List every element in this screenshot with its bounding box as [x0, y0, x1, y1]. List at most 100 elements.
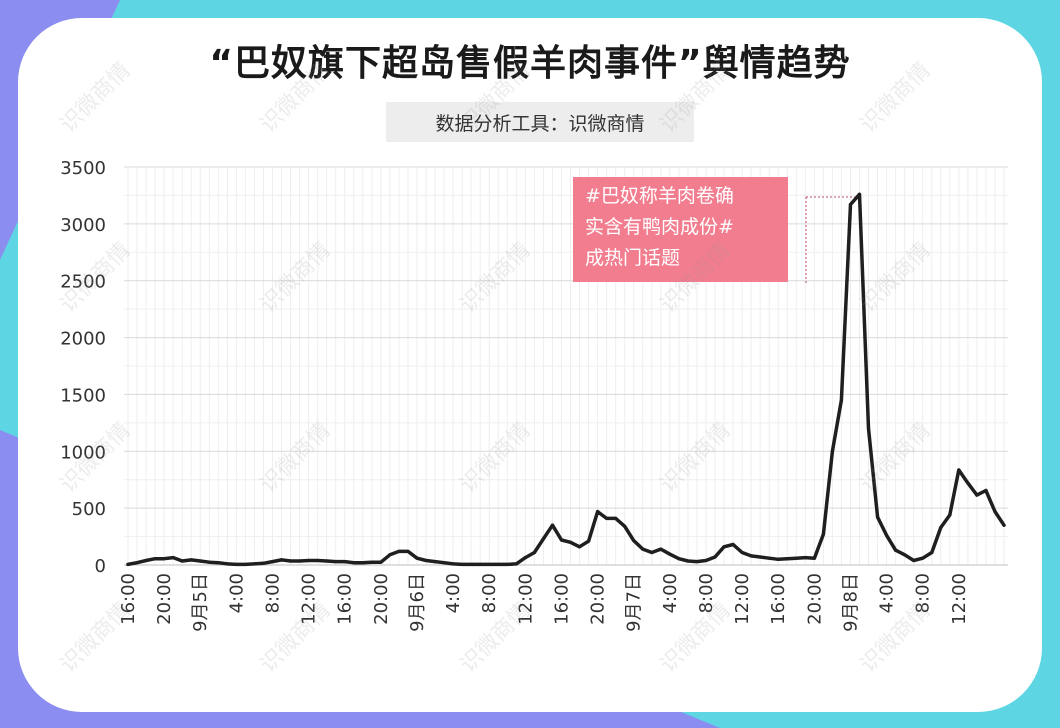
data-point	[261, 561, 266, 565]
x-tick-label: 9月5日	[190, 573, 211, 632]
data-point	[921, 556, 925, 560]
data-point	[586, 539, 591, 543]
data-point	[171, 556, 175, 560]
data-point	[948, 513, 952, 517]
data-point	[126, 562, 130, 567]
data-point	[830, 449, 835, 453]
y-tick-label: 2500	[60, 272, 106, 293]
series-line	[126, 192, 1006, 567]
y-tick-label: 2000	[60, 329, 106, 350]
chart-subtitle: 数据分析工具：识微商情	[435, 113, 645, 135]
x-tick-label: 16:00	[335, 573, 356, 625]
data-point	[848, 202, 853, 207]
x-tick-label: 8:00	[696, 573, 717, 613]
data-point	[352, 561, 356, 565]
x-tick-label: 12:00	[949, 573, 970, 625]
x-tick-label: 9月8日	[840, 573, 861, 632]
data-point	[307, 558, 311, 563]
data-point	[596, 509, 600, 514]
data-point	[722, 545, 726, 549]
x-tick-label: 16:00	[768, 573, 789, 625]
data-point	[379, 560, 383, 564]
y-tick-label: 3000	[60, 215, 106, 236]
data-point	[297, 559, 302, 563]
data-point	[216, 561, 220, 565]
data-point	[812, 556, 816, 560]
data-point	[478, 562, 482, 567]
y-tick-label: 500	[72, 499, 106, 520]
data-point	[857, 192, 862, 196]
data-point	[406, 549, 410, 553]
data-point	[144, 558, 148, 563]
data-point	[415, 556, 419, 560]
data-point	[821, 532, 825, 536]
y-axis: 0 500 1000 1500 2000 2500 3000 3500	[60, 158, 106, 577]
data-point	[316, 558, 320, 563]
data-point	[153, 557, 157, 561]
data-point	[776, 557, 780, 561]
y-tick-label: 1000	[60, 442, 106, 463]
data-point	[803, 556, 807, 560]
x-tick-label: 20:00	[588, 573, 609, 625]
x-tick-label: 20:00	[371, 573, 392, 625]
data-point	[388, 553, 392, 557]
data-point	[794, 556, 798, 560]
data-point	[135, 561, 139, 565]
data-point	[162, 557, 166, 561]
data-point	[225, 562, 229, 566]
data-point	[325, 559, 329, 563]
data-point	[767, 556, 771, 560]
data-point	[559, 538, 564, 542]
data-point	[659, 547, 663, 551]
data-point	[442, 561, 446, 565]
data-point	[677, 557, 681, 561]
x-tick-label: 8:00	[479, 573, 500, 613]
data-point	[514, 562, 518, 566]
x-tick-label: 12:00	[732, 573, 753, 625]
data-point	[397, 549, 401, 553]
data-point	[866, 426, 871, 431]
y-tick-label: 0	[95, 556, 106, 577]
data-point	[704, 558, 708, 563]
data-point	[460, 562, 464, 567]
data-point	[993, 509, 997, 514]
data-point	[496, 562, 500, 567]
data-point	[957, 468, 961, 472]
data-point	[650, 550, 654, 555]
data-point	[252, 562, 257, 566]
data-point	[189, 558, 193, 562]
data-point	[605, 516, 609, 520]
data-point	[839, 398, 844, 402]
data-point	[469, 562, 473, 567]
x-tick-label: 9月7日	[624, 573, 645, 632]
data-point	[912, 558, 916, 563]
x-tick-label: 16:00	[118, 573, 139, 625]
data-point	[370, 560, 374, 564]
data-point	[541, 537, 546, 541]
x-tick-label: 9月6日	[407, 573, 428, 632]
data-point	[632, 538, 636, 543]
annotation-box	[573, 177, 788, 282]
data-point	[532, 550, 536, 555]
x-tick-label: 20:00	[804, 573, 825, 625]
series	[126, 192, 1006, 567]
y-tick-label: 1500	[60, 385, 106, 406]
data-point	[740, 550, 744, 555]
data-point	[288, 559, 293, 563]
data-point	[270, 559, 275, 564]
x-tick-label: 12:00	[299, 573, 320, 625]
x-tick-label: 4:00	[226, 573, 247, 613]
x-tick-label: 8:00	[262, 573, 283, 613]
data-point	[695, 559, 699, 564]
data-point	[623, 524, 627, 528]
data-point	[749, 554, 753, 558]
data-point	[523, 556, 527, 560]
data-point	[487, 562, 491, 567]
chart-title: “巴奴旗下超岛售假羊肉事件”舆情趋势	[209, 43, 851, 84]
x-axis: 16:00 20:00 9月5日 4:00 8:00 12:00 16:00 20:00 9月6…	[118, 564, 1008, 632]
data-point	[451, 562, 455, 566]
x-tick-label: 4:00	[443, 573, 464, 613]
data-point	[984, 488, 988, 493]
